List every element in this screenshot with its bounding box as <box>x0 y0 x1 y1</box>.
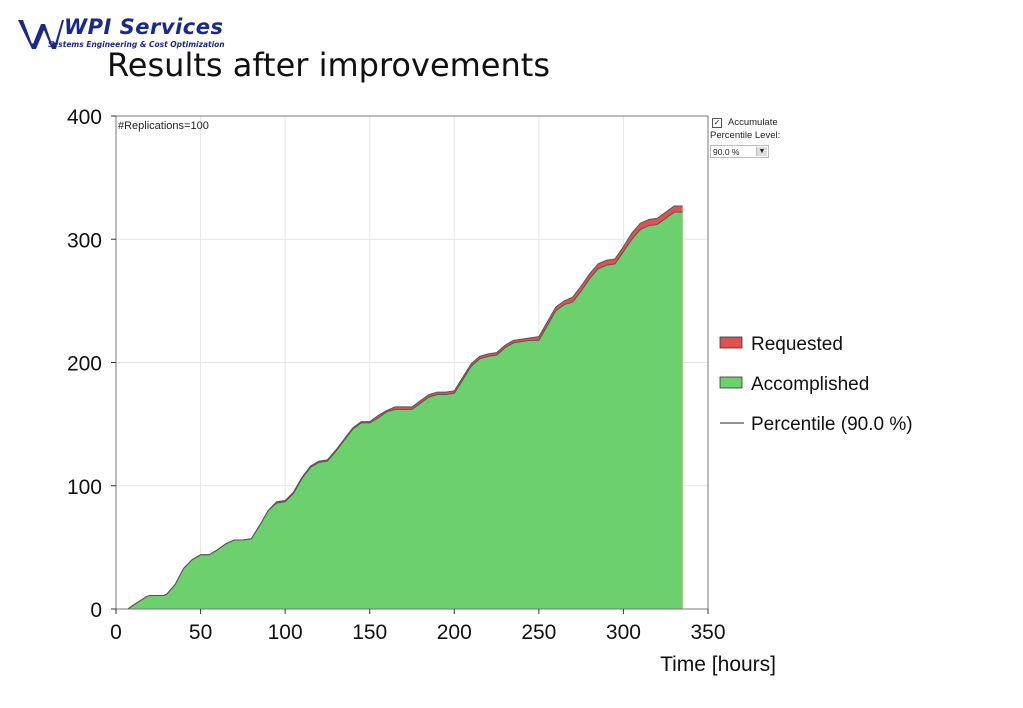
percentile-level-value: 90.0 % <box>713 147 740 157</box>
accomplished-area <box>116 212 683 609</box>
x-tick-label: 100 <box>268 621 303 644</box>
brand-tagline: Systems Engineering & Cost Optimization <box>48 40 225 49</box>
brand-name: WPI Services <box>64 15 224 39</box>
accumulate-checkbox[interactable]: ✓ <box>712 117 722 128</box>
legend-requested-label: Requested <box>751 334 843 355</box>
chart-areas <box>116 205 683 610</box>
legend-accomplished-label: Accomplished <box>751 374 869 395</box>
wpi-logo: WPI Services Systems Engineering & Cost … <box>18 15 278 52</box>
y-axis: 0 100 200 300 400 <box>67 106 116 622</box>
y-tick-label: 100 <box>67 476 102 499</box>
accumulate-label: Accumulate <box>728 117 778 128</box>
x-tick-label: 0 <box>110 621 122 644</box>
y-tick-label: 0 <box>90 599 102 622</box>
x-tick-label: 50 <box>189 621 212 644</box>
percentile-level-select[interactable]: 90.0 % ▼ <box>710 145 769 158</box>
x-axis-label: Time [hours] <box>660 653 776 676</box>
x-axis: 0 50 100 150 200 250 300 350 <box>110 609 726 644</box>
percentile-level-label: Percentile Level: <box>710 130 781 141</box>
x-tick-label: 200 <box>437 621 472 644</box>
wpi-w-logo-icon <box>18 20 64 49</box>
x-tick-label: 150 <box>352 621 387 644</box>
x-tick-label: 300 <box>606 621 641 644</box>
y-tick-label: 300 <box>67 229 102 252</box>
y-tick-label: 400 <box>67 106 102 129</box>
legend-accomplished-swatch <box>719 376 743 389</box>
accumulate-row[interactable]: ✓ Accumulate <box>710 116 810 129</box>
page-title: Results after improvements <box>107 46 550 84</box>
replications-annotation: #Replications=100 <box>118 120 209 132</box>
accomplished-percentile-line <box>116 211 683 610</box>
legend-percentile-label: Percentile (90.0 %) <box>751 414 913 435</box>
legend: Requested Accomplished Percentile (90.0 … <box>719 334 913 435</box>
x-tick-label: 250 <box>521 621 556 644</box>
dropdown-arrow-icon[interactable]: ▼ <box>756 147 767 156</box>
x-tick-label: 350 <box>690 621 725 644</box>
legend-requested-swatch <box>719 336 743 349</box>
chart-controls: ✓ Accumulate Percentile Level: 90.0 % ▼ <box>710 116 810 158</box>
y-tick-label: 200 <box>67 353 102 376</box>
